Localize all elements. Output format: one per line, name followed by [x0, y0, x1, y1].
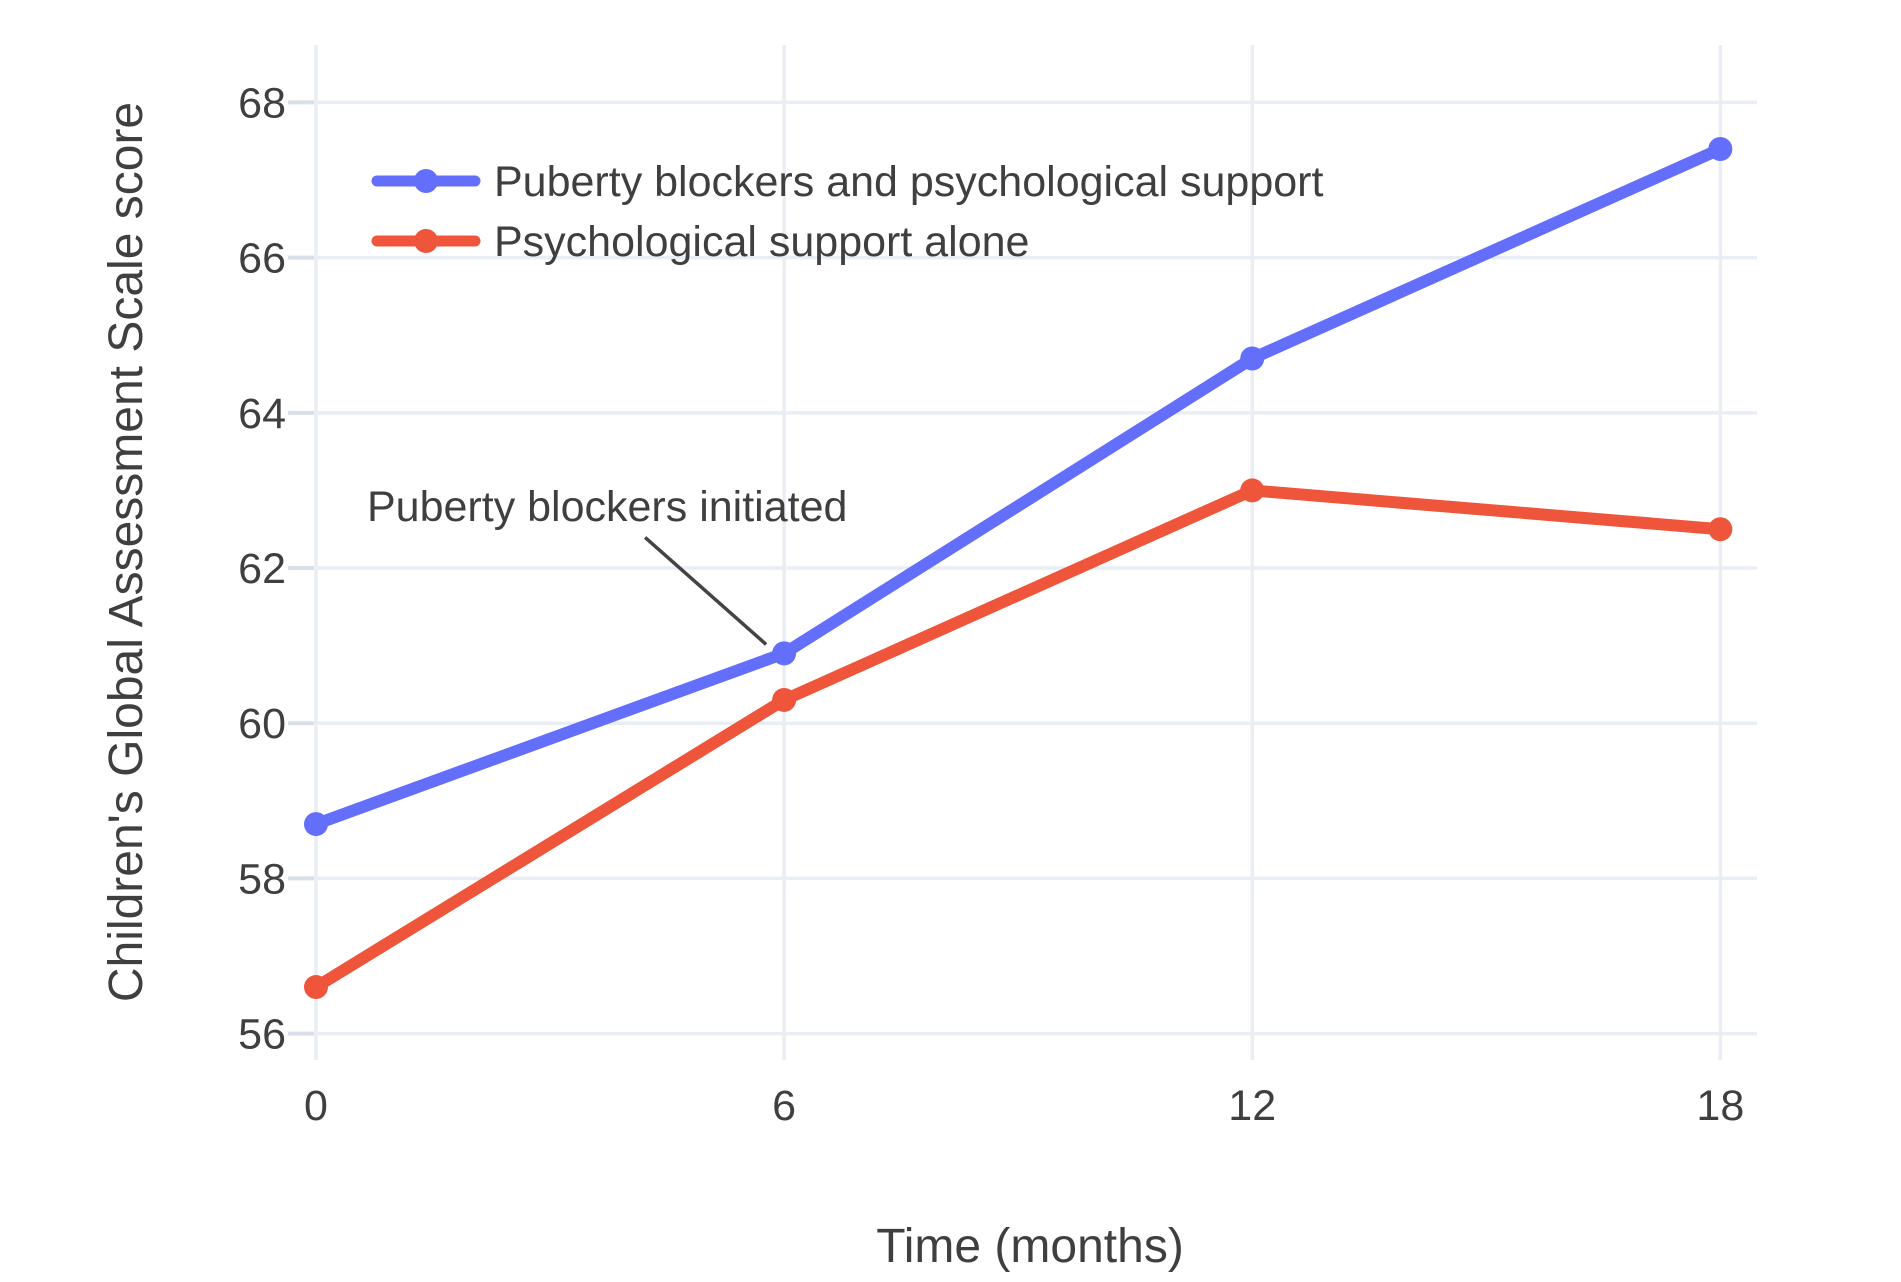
y-tick-label: 56: [238, 1011, 286, 1059]
annotation-pointer-line: [643, 536, 768, 646]
data-point: [1708, 517, 1733, 542]
y-axis-ticks: [288, 100, 314, 1036]
legend-item-0[interactable]: Puberty blockers and psychological suppo…: [371, 158, 1323, 206]
data-point: [304, 975, 328, 1000]
data-series: [304, 136, 1733, 1000]
x-axis-title: Time (months): [876, 1220, 1184, 1273]
y-axis-tick-labels: 56 58 60 62 64 66 68: [238, 79, 286, 1058]
legend-item-1[interactable]: Psychological support alone: [371, 218, 1029, 266]
data-point: [1708, 136, 1733, 161]
y-tick-label: 62: [238, 545, 286, 593]
series-0: [304, 136, 1733, 837]
y-tick-label: 60: [238, 700, 286, 748]
data-point: [772, 641, 797, 666]
series-line: [310, 142, 1727, 831]
data-point: [1240, 478, 1265, 503]
legend-label: Psychological support alone: [494, 218, 1029, 266]
legend-label: Puberty blockers and psychological suppo…: [494, 158, 1323, 206]
annotation-text: Puberty blockers initiated: [367, 483, 847, 531]
legend-marker-dot: [414, 169, 438, 193]
data-point: [1240, 346, 1265, 371]
x-tick-label: 12: [1228, 1082, 1276, 1130]
x-tick-label: 18: [1696, 1082, 1744, 1130]
legend-marker-dot: [414, 229, 438, 253]
y-tick-label: 58: [238, 855, 286, 903]
series-1: [304, 478, 1733, 1000]
y-tick-label: 68: [238, 79, 286, 127]
annotation: Puberty blockers initiated: [367, 483, 847, 646]
data-point: [304, 812, 328, 837]
data-point: [772, 687, 797, 712]
x-tick-label: 0: [304, 1082, 328, 1130]
y-tick-label: 64: [238, 390, 286, 438]
legend: Puberty blockers and psychological suppo…: [371, 158, 1323, 266]
x-tick-label: 6: [772, 1082, 796, 1130]
gridlines: [314, 45, 1757, 1060]
y-axis-title: Children's Global Assessment Scale score: [100, 102, 153, 1002]
series-line: [310, 484, 1727, 994]
y-tick-label: 66: [238, 235, 286, 283]
x-axis-tick-labels: 0 6 12 18: [304, 1082, 1744, 1130]
